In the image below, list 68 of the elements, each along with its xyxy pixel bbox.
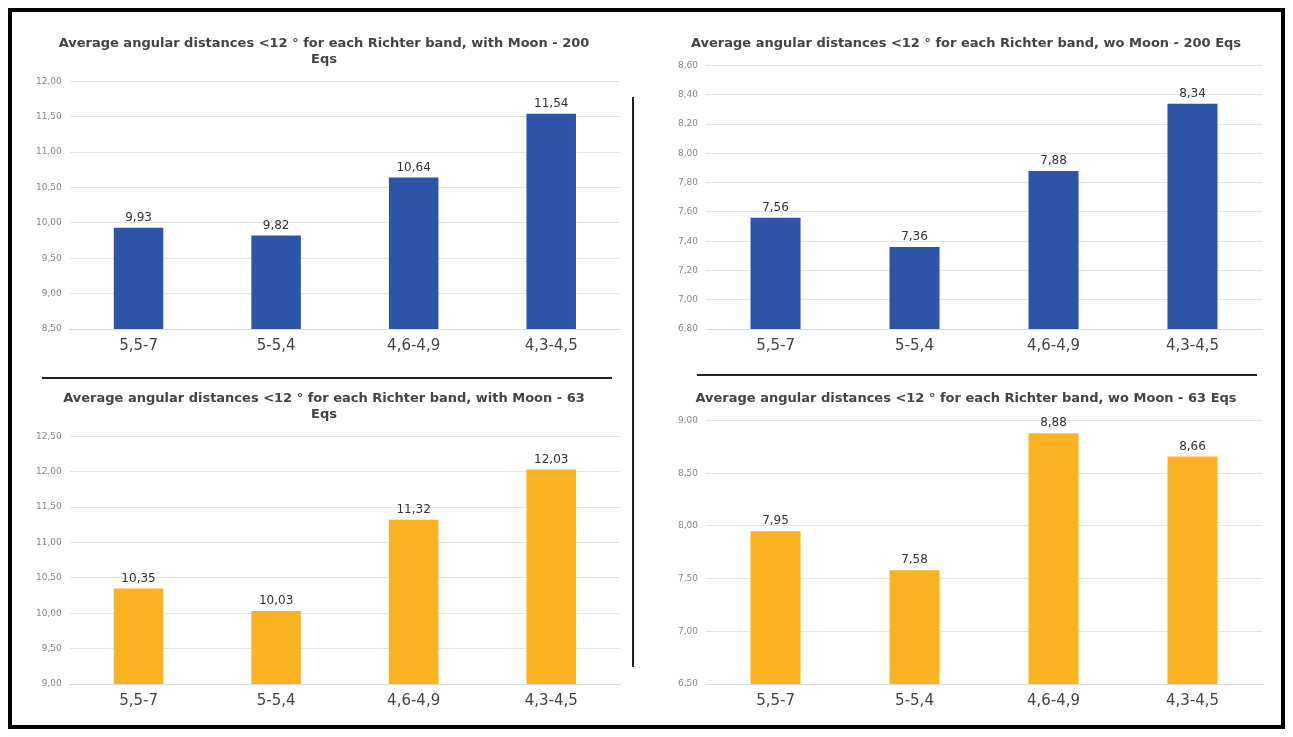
- y-tick-label: 10,00: [36, 607, 63, 618]
- y-tick-label: 10,00: [36, 217, 63, 228]
- y-tick-label: 8,40: [677, 89, 699, 100]
- data-label: 9,82: [262, 217, 290, 232]
- chart-title: Average angular distances <12 ° for each Richter band, wo Moon - 63 Eqs: [695, 390, 1237, 406]
- y-tick-label: 7,40: [677, 235, 699, 246]
- y-tick-label: 12,50: [36, 430, 63, 441]
- x-tick-label: 4,6-4,9: [1026, 690, 1081, 709]
- data-label: 7,95: [762, 513, 789, 528]
- y-tick-label: 6,80: [677, 323, 699, 334]
- y-tick-label: 7,50: [677, 572, 699, 583]
- x-tick-label: 5-5,4: [895, 335, 934, 354]
- data-label: 7,88: [1040, 153, 1067, 168]
- y-tick-label: 8,60: [677, 59, 699, 70]
- x-tick-label: 4,6-4,9: [387, 335, 441, 354]
- y-tick-label: 7,80: [677, 177, 699, 188]
- y-tick-label: 10,50: [36, 572, 63, 583]
- data-label: 10,35: [121, 570, 156, 585]
- x-tick-label: 5,5-7: [119, 335, 158, 354]
- data-label: 11,54: [534, 95, 569, 110]
- y-tick-label: 11,50: [36, 110, 63, 121]
- y-tick-label: 8,00: [677, 520, 699, 531]
- data-label: 8,66: [1179, 438, 1206, 453]
- data-label: 8,34: [1179, 85, 1206, 100]
- data-label: 8,88: [1040, 415, 1067, 430]
- y-tick-label: 7,20: [677, 264, 699, 275]
- data-label: 9,93: [125, 209, 152, 224]
- x-tick-label: 4,3-4,5: [1165, 690, 1220, 709]
- y-tick-label: 8,00: [677, 147, 699, 158]
- x-tick-label: 5,5-7: [119, 690, 158, 709]
- y-tick-label: 9,50: [41, 252, 63, 263]
- chart-title: Average angular distances <12 ° for each Richter band, with Moon - 200 Eqs: [58, 35, 590, 66]
- chart-title: Average angular distances <12 ° for each Richter band, wo Moon - 200 Eqs: [690, 35, 1242, 51]
- x-tick-label: 4,6-4,9: [387, 690, 441, 709]
- y-tick-label: 9,00: [41, 287, 63, 298]
- y-tick-label: 8,20: [677, 118, 699, 129]
- y-tick-label: 6,50: [677, 678, 699, 689]
- x-tick-label: 4,6-4,9: [1026, 335, 1081, 354]
- x-tick-label: 5,5-7: [756, 335, 795, 354]
- data-label: 7,56: [762, 199, 789, 214]
- x-tick-label: 5-5,4: [256, 690, 296, 709]
- y-tick-label: 7,60: [677, 206, 699, 217]
- y-tick-label: 11,00: [36, 536, 63, 547]
- y-tick-label: 7,00: [677, 625, 699, 636]
- y-tick-label: 8,50: [41, 323, 63, 334]
- data-label: 7,58: [901, 552, 928, 567]
- y-tick-label: 12,00: [36, 465, 63, 476]
- y-tick-label: 12,00: [36, 75, 63, 86]
- data-label: 11,32: [396, 501, 431, 516]
- y-tick-label: 11,00: [36, 146, 63, 157]
- x-tick-label: 4,3-4,5: [1165, 335, 1220, 354]
- x-tick-label: 4,3-4,5: [524, 690, 578, 709]
- y-tick-label: 9,00: [41, 678, 63, 689]
- x-tick-label: 5-5,4: [895, 690, 934, 709]
- data-label: 7,36: [901, 229, 928, 244]
- y-tick-label: 9,00: [677, 414, 699, 425]
- data-label: 10,64: [396, 159, 431, 174]
- y-tick-label: 11,50: [36, 501, 63, 512]
- data-label: 10,03: [258, 593, 294, 608]
- x-tick-label: 5,5-7: [756, 690, 795, 709]
- y-tick-label: 10,50: [36, 181, 63, 192]
- y-tick-label: 9,50: [41, 642, 63, 653]
- x-tick-label: 5-5,4: [256, 335, 296, 354]
- chart-title: Average angular distances <12 ° for each Richter band, with Moon - 63 Eqs: [63, 390, 585, 421]
- y-tick-label: 7,00: [677, 294, 699, 305]
- x-tick-label: 4,3-4,5: [524, 335, 578, 354]
- y-tick-label: 8,50: [677, 467, 699, 478]
- data-label: 12,03: [534, 451, 569, 466]
